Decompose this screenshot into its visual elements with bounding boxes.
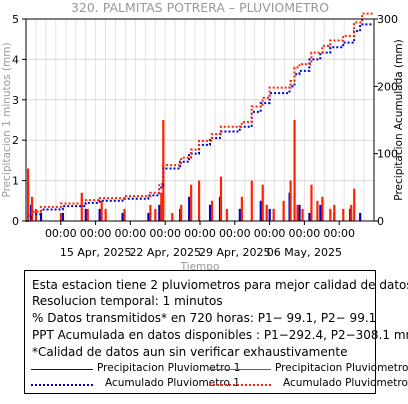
x-tick-label: 00:00 bbox=[149, 227, 181, 240]
bar-mark bbox=[272, 208, 275, 221]
x-tick-label: 00:00 bbox=[323, 227, 355, 240]
bar-mark bbox=[80, 192, 83, 221]
bar-mark bbox=[104, 208, 107, 221]
cumulative-lines bbox=[26, 12, 374, 222]
y-right-tick-label: 200 bbox=[377, 80, 398, 93]
bar-mark bbox=[329, 208, 332, 221]
bar-mark bbox=[310, 184, 313, 221]
bar-mark bbox=[353, 188, 356, 221]
bar-mark bbox=[121, 212, 124, 221]
y-left-tick-label: 4 bbox=[12, 53, 19, 66]
legend-item-p1-acum: Acumulado Pluviometro 1 bbox=[105, 377, 240, 389]
bar-mark bbox=[59, 212, 62, 221]
bar-mark bbox=[208, 204, 212, 221]
bar-mark bbox=[219, 176, 223, 221]
legend-swatch-p2-bar bbox=[209, 369, 271, 370]
legend-swatch-p1-acum bbox=[31, 384, 93, 386]
info-line-1: Esta estacion tiene 2 pluviometros para … bbox=[32, 278, 408, 292]
info-line-5: *Calidad de datos aun sin verificar exha… bbox=[32, 345, 348, 359]
info-line-2: Resolucion temporal: 1 minutos bbox=[32, 294, 223, 308]
x-date-label: 29 Apr, 2025 bbox=[199, 246, 271, 259]
bar-mark bbox=[321, 196, 324, 221]
chart-title: 320. PALMITAS POTRERA – PLUVIOMETRO bbox=[71, 0, 329, 15]
y-right-tick-label: 0 bbox=[377, 215, 384, 228]
bar-mark bbox=[162, 120, 165, 221]
bar-mark bbox=[265, 204, 268, 221]
bar-mark bbox=[160, 192, 163, 221]
bar-mark bbox=[298, 204, 301, 221]
y-right-tick-label: 300 bbox=[377, 13, 398, 26]
bar-mark bbox=[289, 180, 292, 221]
cumulative-line bbox=[26, 23, 374, 222]
bar-mark bbox=[123, 208, 126, 221]
bar-mark bbox=[316, 200, 319, 221]
bar-mark bbox=[268, 208, 271, 221]
y-left-tick-label: 5 bbox=[12, 13, 19, 26]
bar-mark bbox=[100, 200, 103, 221]
bar-mark bbox=[319, 204, 322, 221]
x-tick-label: 00:00 bbox=[45, 227, 77, 240]
bar-mark bbox=[259, 200, 262, 221]
y-left-tick-label: 2 bbox=[12, 134, 19, 147]
bar-mark bbox=[342, 208, 345, 221]
bar-mark bbox=[333, 204, 336, 221]
y-axis-right-label: Precipitacion Acumulada (mm) bbox=[393, 39, 405, 200]
bar-mark bbox=[261, 184, 264, 221]
bar-mark bbox=[180, 204, 183, 221]
x-tick-label: 00:00 bbox=[115, 227, 147, 240]
x-tick-label: 00:00 bbox=[219, 227, 251, 240]
bar-mark bbox=[84, 208, 87, 221]
y-left-tick-label: 0 bbox=[12, 215, 19, 228]
y-left-tick-label: 3 bbox=[12, 94, 19, 107]
bar-mark bbox=[158, 204, 161, 221]
x-tick-label: 00:00 bbox=[80, 227, 112, 240]
bar-mark bbox=[98, 208, 101, 221]
x-date-label: 22 Apr, 2025 bbox=[129, 246, 201, 259]
cumulative-line bbox=[26, 12, 374, 222]
bar-mark bbox=[39, 212, 43, 221]
bar-mark bbox=[210, 200, 214, 221]
bar-mark bbox=[293, 120, 296, 221]
bar-mark bbox=[359, 212, 362, 221]
bar-mark bbox=[86, 208, 89, 221]
x-tick-label: 00:00 bbox=[254, 227, 286, 240]
x-tick-label: 00:00 bbox=[184, 227, 216, 240]
x-tick-label: 00:00 bbox=[289, 227, 321, 240]
bar-mark bbox=[198, 180, 201, 221]
y-left-tick-label: 1 bbox=[12, 175, 19, 188]
bar-mark bbox=[301, 208, 304, 221]
legend-swatch-p2-acum bbox=[209, 384, 271, 386]
bar-mark bbox=[61, 212, 64, 221]
bar-mark bbox=[26, 168, 30, 221]
bar-mark bbox=[188, 196, 191, 221]
bar-mark bbox=[147, 212, 150, 221]
legend-swatch-p1-bar bbox=[31, 369, 93, 370]
bar-mark bbox=[308, 212, 311, 221]
legend-item-p2-acum: Acumulado Pluviometro 2 bbox=[283, 377, 408, 389]
bar-mark bbox=[240, 196, 243, 221]
bar-mark bbox=[190, 184, 193, 221]
x-date-label: 15 Apr, 2025 bbox=[60, 246, 132, 259]
bar-mark bbox=[250, 180, 253, 221]
legend-item-p2-bar: Precipitacion Pluviometro 2 bbox=[275, 362, 408, 374]
bar-mark bbox=[350, 204, 353, 221]
bar-mark bbox=[30, 196, 34, 221]
bar-mark bbox=[282, 200, 285, 221]
bar-mark bbox=[171, 212, 174, 221]
bar-mark bbox=[149, 204, 152, 221]
bar-mark bbox=[154, 208, 157, 221]
bars-pluviometro-2 bbox=[26, 120, 356, 221]
y-axis-left-label: Precipitacion 1 minutos (mm) bbox=[1, 42, 13, 197]
bar-mark bbox=[225, 208, 229, 221]
bar-mark bbox=[238, 208, 241, 221]
legend-item-p1-bar: Precipitacion Pluviometro 1 bbox=[97, 362, 241, 374]
y-right-tick-label: 100 bbox=[377, 148, 398, 161]
info-line-3: % Datos transmitidos* en 720 horas: P1− … bbox=[32, 311, 377, 325]
info-line-4: PPT Acumulada en datos disponibles : P1−… bbox=[32, 328, 408, 342]
bar-mark bbox=[296, 204, 299, 221]
x-date-label: 06 May, 2025 bbox=[267, 246, 342, 259]
info-legend-box: Esta estacion tiene 2 pluviometros para … bbox=[24, 270, 408, 394]
